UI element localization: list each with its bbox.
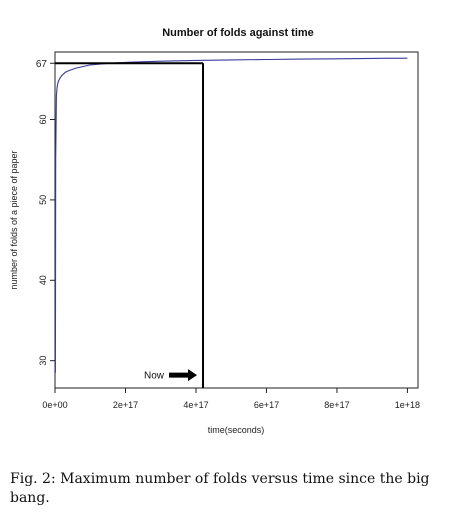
y-tick-label: 40: [38, 275, 48, 285]
now-label: Now: [144, 371, 165, 382]
x-tick-label: 8e+17: [324, 400, 349, 410]
x-tick-label: 2e+17: [113, 400, 138, 410]
arrow-right-icon: [169, 369, 198, 382]
now-annotation: Now: [144, 369, 198, 382]
x-tick-label: 6e+17: [254, 400, 279, 410]
plot-frame: [54, 51, 419, 389]
x-axis: 0e+00 2e+17 4e+17 6e+17 8e+17 1e+18: [42, 388, 420, 410]
x-tick-label: 1e+18: [395, 400, 420, 410]
series-line: [54, 57, 408, 373]
y-tick-label: 50: [38, 195, 48, 205]
y-axis-title: number of folds of a piece of paper: [9, 150, 19, 289]
x-axis-title: time(seconds): [208, 425, 265, 435]
chart-title: Number of folds against time: [162, 27, 314, 39]
figure-caption: Fig. 2: Maximum number of folds versus t…: [10, 471, 430, 506]
y-axis: 30 40 50 60 67: [36, 59, 55, 366]
y-tick-label: 30: [38, 356, 48, 366]
y-tick-label: 60: [38, 115, 48, 125]
x-tick-label: 0e+00: [42, 400, 67, 410]
y-tick-label-highlight: 67: [36, 59, 48, 70]
x-tick-label: 4e+17: [183, 400, 208, 410]
folds-chart: Number of folds against time 3040506067 …: [9, 27, 420, 435]
